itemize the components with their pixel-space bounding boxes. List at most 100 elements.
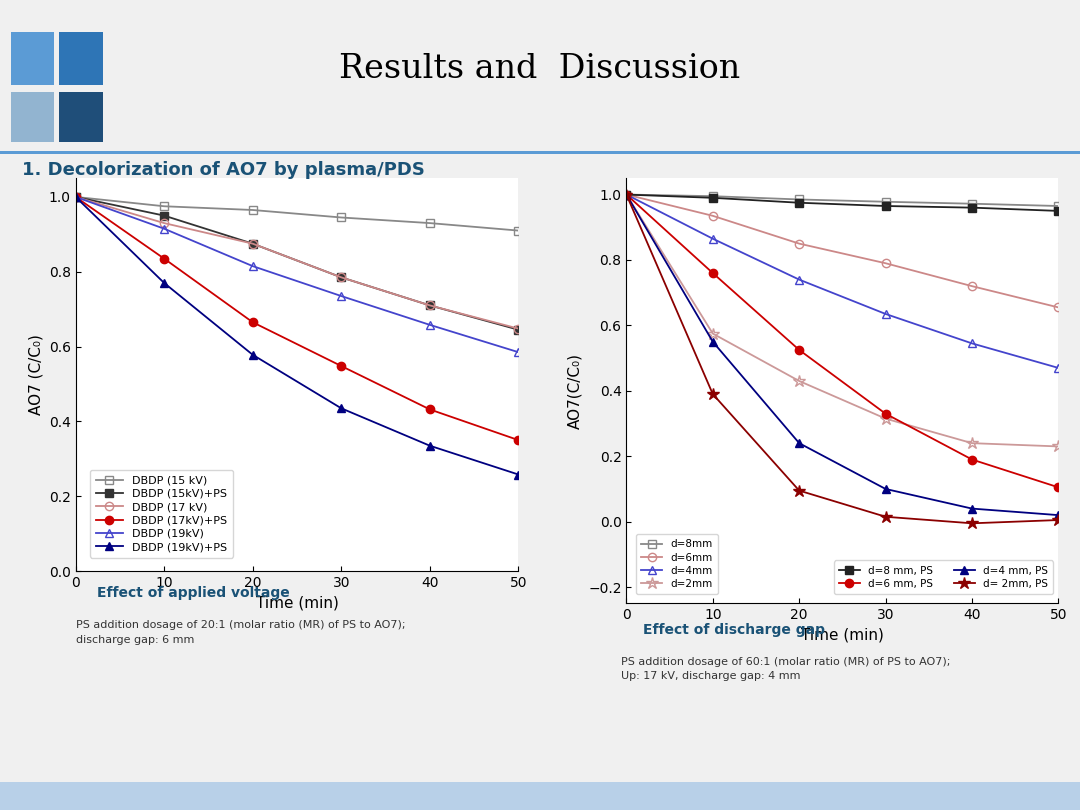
DBDP (17 kV) [512,324,525,334]
DBDP (17 kV) [158,218,171,228]
DBDP (17kV)+PS [423,404,436,414]
d=6 mm, PS [620,190,633,199]
Line: d=6 mm, PS: d=6 mm, PS [622,190,1063,492]
DBDP (15kV)+PS [423,301,436,310]
DBDP (15 kV) [158,202,171,211]
DBDP (17kV)+PS [335,361,348,371]
DBDP (17kV)+PS [69,192,82,202]
d=6mm [966,281,978,291]
d= 2mm, PS [620,190,633,199]
d=4mm [879,309,892,319]
d=4mm [706,234,719,244]
d=2mm [1052,441,1065,451]
d=4mm [793,275,806,284]
d=6mm [879,258,892,268]
Text: Results and  Discussion: Results and Discussion [339,53,741,85]
d=2mm [620,190,633,199]
DBDP (19kV) [69,192,82,202]
Line: DBDP (15kV)+PS: DBDP (15kV)+PS [71,193,523,334]
d=8 mm, PS [1052,206,1065,215]
DBDP (17kV)+PS [158,254,171,263]
Line: d= 2mm, PS: d= 2mm, PS [620,188,1065,530]
Line: DBDP (15 kV): DBDP (15 kV) [71,193,523,235]
d=4 mm, PS [793,438,806,448]
DBDP (15kV)+PS [246,239,259,249]
DBDP (15 kV) [246,205,259,215]
DBDP (19kV)+PS [158,278,171,288]
d=4 mm, PS [1052,510,1065,520]
d=2mm [706,329,719,339]
Text: 1. Decolorization of AO7 by plasma/PDS: 1. Decolorization of AO7 by plasma/PDS [22,161,424,179]
DBDP (17 kV) [335,272,348,282]
d=6 mm, PS [706,268,719,278]
d=4mm [1052,363,1065,373]
DBDP (17 kV) [423,301,436,310]
Text: Up: 17 kV, discharge gap: 4 mm: Up: 17 kV, discharge gap: 4 mm [621,671,800,681]
d= 2mm, PS [1052,515,1065,525]
Legend: DBDP (15 kV), DBDP (15kV)+PS, DBDP (17 kV), DBDP (17kV)+PS, DBDP (19kV), DBDP (1: DBDP (15 kV), DBDP (15kV)+PS, DBDP (17 k… [90,470,233,557]
DBDP (17 kV) [69,192,82,202]
d=6mm [1052,303,1065,313]
DBDP (19kV)+PS [423,441,436,450]
DBDP (17kV)+PS [246,318,259,327]
d=6mm [793,239,806,249]
d=8 mm, PS [966,202,978,212]
d=8 mm, PS [620,190,633,199]
d= 2mm, PS [793,486,806,496]
DBDP (15 kV) [335,212,348,222]
DBDP (19kV)+PS [512,470,525,480]
DBDP (15 kV) [512,226,525,236]
DBDP (19kV)+PS [69,192,82,202]
DBDP (15 kV) [423,218,436,228]
Line: d=8mm: d=8mm [622,190,1063,210]
X-axis label: Time (min): Time (min) [256,595,338,611]
Line: d=8 mm, PS: d=8 mm, PS [622,190,1063,215]
DBDP (19kV)+PS [246,350,259,360]
DBDP (15 kV) [69,192,82,202]
d=6mm [706,211,719,220]
d=8mm [706,191,719,201]
DBDP (15kV)+PS [158,211,171,220]
Line: DBDP (19kV)+PS: DBDP (19kV)+PS [71,193,523,479]
d=8 mm, PS [706,193,719,202]
d=2mm [966,438,978,448]
d= 2mm, PS [706,390,719,399]
d=4mm [620,190,633,199]
d=8mm [879,197,892,207]
DBDP (19kV) [246,262,259,271]
DBDP (17kV)+PS [512,435,525,445]
DBDP (17 kV) [246,239,259,249]
Line: d=4 mm, PS: d=4 mm, PS [622,190,1063,519]
Line: d=2mm: d=2mm [620,188,1065,453]
DBDP (19kV) [158,224,171,233]
d= 2mm, PS [966,518,978,528]
d=6 mm, PS [966,454,978,464]
Text: Effect of discharge gap: Effect of discharge gap [644,623,825,637]
X-axis label: Time (min): Time (min) [801,628,883,643]
Text: PS addition dosage of 60:1 (molar ratio (MR) of PS to AO7);: PS addition dosage of 60:1 (molar ratio … [621,657,950,667]
DBDP (19kV) [423,320,436,330]
d=8mm [620,190,633,199]
DBDP (19kV) [512,347,525,357]
d=8mm [1052,201,1065,211]
d=6 mm, PS [793,345,806,355]
d=6 mm, PS [879,409,892,419]
Text: Effect of applied voltage: Effect of applied voltage [97,586,289,600]
Y-axis label: AO7(C/C₀): AO7(C/C₀) [567,353,582,428]
DBDP (15kV)+PS [335,272,348,282]
d=4 mm, PS [879,484,892,494]
d=6mm [620,190,633,199]
DBDP (15kV)+PS [512,325,525,335]
d=4mm [966,339,978,348]
d=2mm [793,376,806,386]
DBDP (15kV)+PS [69,192,82,202]
Line: d=6mm: d=6mm [622,190,1063,312]
d=4 mm, PS [966,504,978,514]
d=4 mm, PS [706,337,719,347]
d= 2mm, PS [879,512,892,522]
DBDP (19kV)+PS [335,403,348,413]
d=2mm [879,414,892,424]
Text: discharge gap: 6 mm: discharge gap: 6 mm [76,635,194,645]
d=4 mm, PS [620,190,633,199]
Legend: d=8 mm, PS, d=6 mm, PS, d=4 mm, PS, d= 2mm, PS: d=8 mm, PS, d=6 mm, PS, d=4 mm, PS, d= 2… [834,561,1053,594]
